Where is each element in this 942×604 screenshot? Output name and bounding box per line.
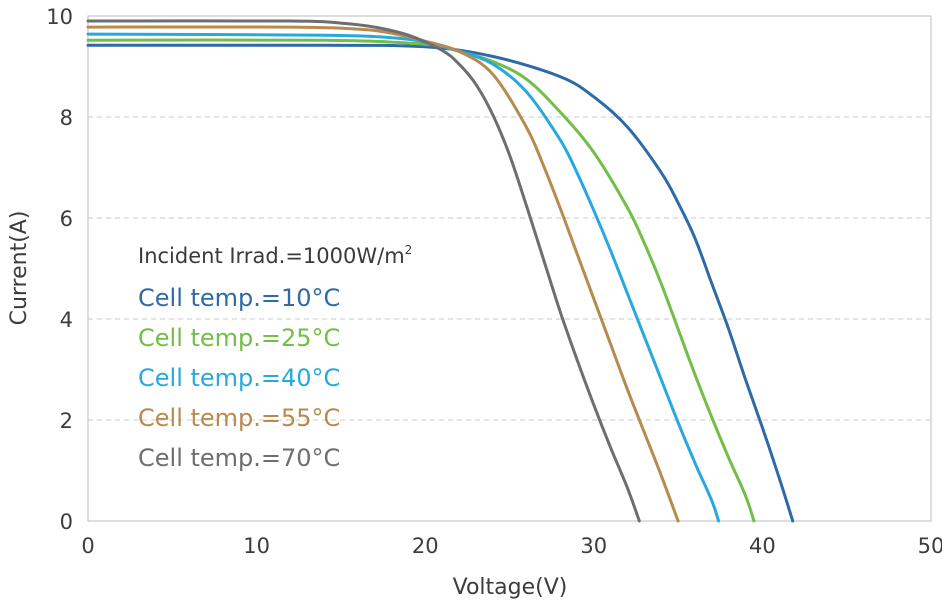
y-tick-label-1: 2 bbox=[60, 409, 73, 433]
series-line-4 bbox=[86, 19, 641, 523]
legend-entry-4: Cell temp.=70°C bbox=[138, 444, 340, 472]
legend-entry-2: Cell temp.=40°C bbox=[138, 364, 340, 392]
y-tick-label-3: 6 bbox=[60, 207, 73, 231]
annotation-irradiance: Incident Irrad.=1000W/m2 bbox=[138, 243, 412, 268]
legend-entry-1: Cell temp.=25°C bbox=[138, 324, 340, 352]
series-line-1 bbox=[86, 38, 756, 523]
x-tick-label-5: 50 bbox=[918, 534, 942, 558]
x-ticks: 0 10 20 30 40 50 bbox=[81, 534, 942, 558]
grid bbox=[88, 116, 931, 421]
x-axis-label: Voltage(V) bbox=[453, 575, 568, 600]
plot-area-frame bbox=[87, 15, 932, 522]
annotation-text: Incident Irrad.=1000W/m bbox=[138, 244, 405, 268]
annotation-superscript: 2 bbox=[405, 243, 413, 257]
y-tick-label-0: 0 bbox=[60, 510, 73, 534]
y-axis-label: Current(A) bbox=[7, 211, 32, 326]
x-tick-label-3: 30 bbox=[580, 534, 607, 558]
y-tick-label-4: 8 bbox=[60, 106, 73, 130]
y-ticks: 0 2 4 6 8 10 bbox=[46, 5, 73, 534]
legend: Cell temp.=10°C Cell temp.=25°C Cell temp.… bbox=[138, 284, 340, 472]
x-tick-label-4: 40 bbox=[749, 534, 776, 558]
x-tick-label-1: 10 bbox=[243, 534, 270, 558]
x-tick-label-0: 0 bbox=[81, 534, 94, 558]
series-line-2 bbox=[86, 32, 721, 523]
y-tick-label-2: 4 bbox=[60, 308, 73, 332]
series-line-3 bbox=[86, 25, 680, 523]
legend-entry-0: Cell temp.=10°C bbox=[138, 284, 340, 312]
x-tick-label-2: 20 bbox=[412, 534, 439, 558]
series-group bbox=[86, 19, 795, 523]
y-tick-label-5: 10 bbox=[46, 5, 73, 29]
series-line-0 bbox=[86, 43, 795, 523]
legend-entry-3: Cell temp.=55°C bbox=[138, 404, 340, 432]
